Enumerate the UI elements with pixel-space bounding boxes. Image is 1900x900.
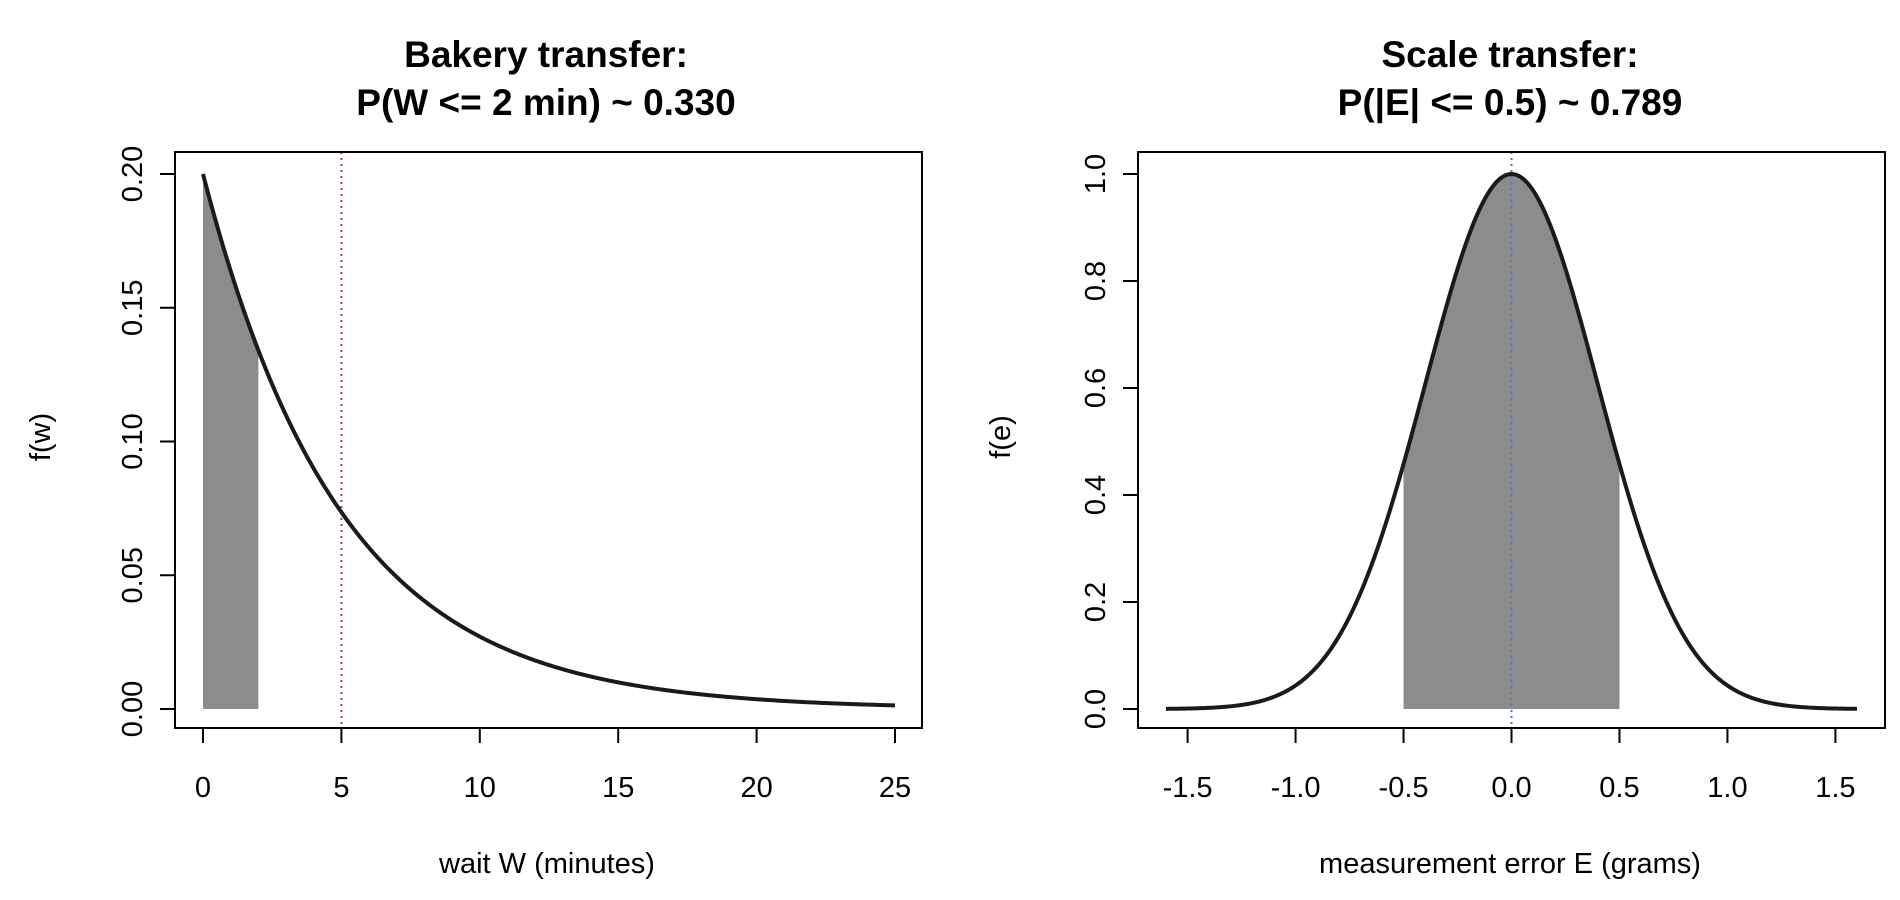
scale-x-tick-label: 1.5: [1815, 772, 1855, 804]
bakery-y-tick-label: 0.00: [117, 681, 149, 737]
bakery-plot-frame: [174, 151, 923, 729]
bakery-title-line-1: Bakery transfer:: [404, 34, 688, 75]
bakery-x-tick-label: 0: [195, 772, 211, 804]
bakery-x-axis: 0 5 10 15 20 25: [195, 727, 911, 804]
scale-y-tick-label: 1.0: [1080, 154, 1112, 194]
bakery-x-tick-label: 20: [740, 772, 772, 804]
scale-x-tick-label: 0.0: [1491, 772, 1531, 804]
bakery-y-axis-label: f(w): [25, 413, 57, 461]
scale-y-axis-label: f(e): [985, 415, 1017, 459]
scale-y-tick-label: 0.6: [1080, 368, 1112, 408]
scale-y-tick-label: 0.0: [1080, 689, 1112, 729]
scale-x-tick-label: 0.5: [1599, 772, 1639, 804]
bakery-density-curve: [201, 173, 896, 708]
scale-density-curve: [1165, 171, 1858, 711]
scale-y-tick-label: 0.4: [1080, 475, 1112, 515]
bakery-x-axis-label: wait W (minutes): [438, 848, 655, 880]
bakery-shaded-region: [203, 174, 259, 709]
bakery-title-line-2: P(W <= 2 min) ~ 0.330: [356, 82, 735, 123]
scale-panel: Scale transfer: P(|E| <= 0.5) ~ 0.789 -1…: [985, 34, 1886, 880]
scale-x-axis-label: measurement error E (grams): [1319, 848, 1701, 880]
scale-x-tick-label: -1.5: [1163, 772, 1213, 804]
bakery-y-tick-label: 0.05: [117, 547, 149, 603]
bakery-panel: Bakery transfer: P(W <= 2 min) ~ 0.330 0…: [25, 34, 923, 880]
scale-y-axis: 0.0 0.2 0.4 0.6 0.8 1.0: [1080, 154, 1139, 729]
bakery-shaded-area: [203, 174, 259, 709]
bakery-y-tick-label: 0.10: [117, 413, 149, 469]
bakery-y-tick-label: 0.15: [117, 280, 149, 336]
bakery-x-tick-label: 5: [333, 772, 349, 804]
scale-x-tick-label: -1.0: [1271, 772, 1321, 804]
scale-title-line-1: Scale transfer:: [1381, 34, 1638, 75]
bakery-y-tick-label: 0.20: [117, 146, 149, 202]
scale-title-line-2: P(|E| <= 0.5) ~ 0.789: [1338, 82, 1683, 124]
scale-x-axis: -1.5 -1.0 -0.5 0.0 0.5 1.0 1.5: [1163, 727, 1856, 804]
bakery-x-tick-label: 25: [879, 772, 911, 804]
bakery-x-tick-label: 15: [602, 772, 634, 804]
bakery-y-axis: 0.00 0.05 0.10 0.15 0.20: [117, 146, 176, 737]
bakery-x-tick-label: 10: [464, 772, 496, 804]
scale-y-tick-label: 0.8: [1080, 261, 1112, 301]
scale-x-tick-label: -0.5: [1379, 772, 1429, 804]
scale-y-tick-label: 0.2: [1080, 582, 1112, 622]
scale-x-tick-label: 1.0: [1707, 772, 1747, 804]
